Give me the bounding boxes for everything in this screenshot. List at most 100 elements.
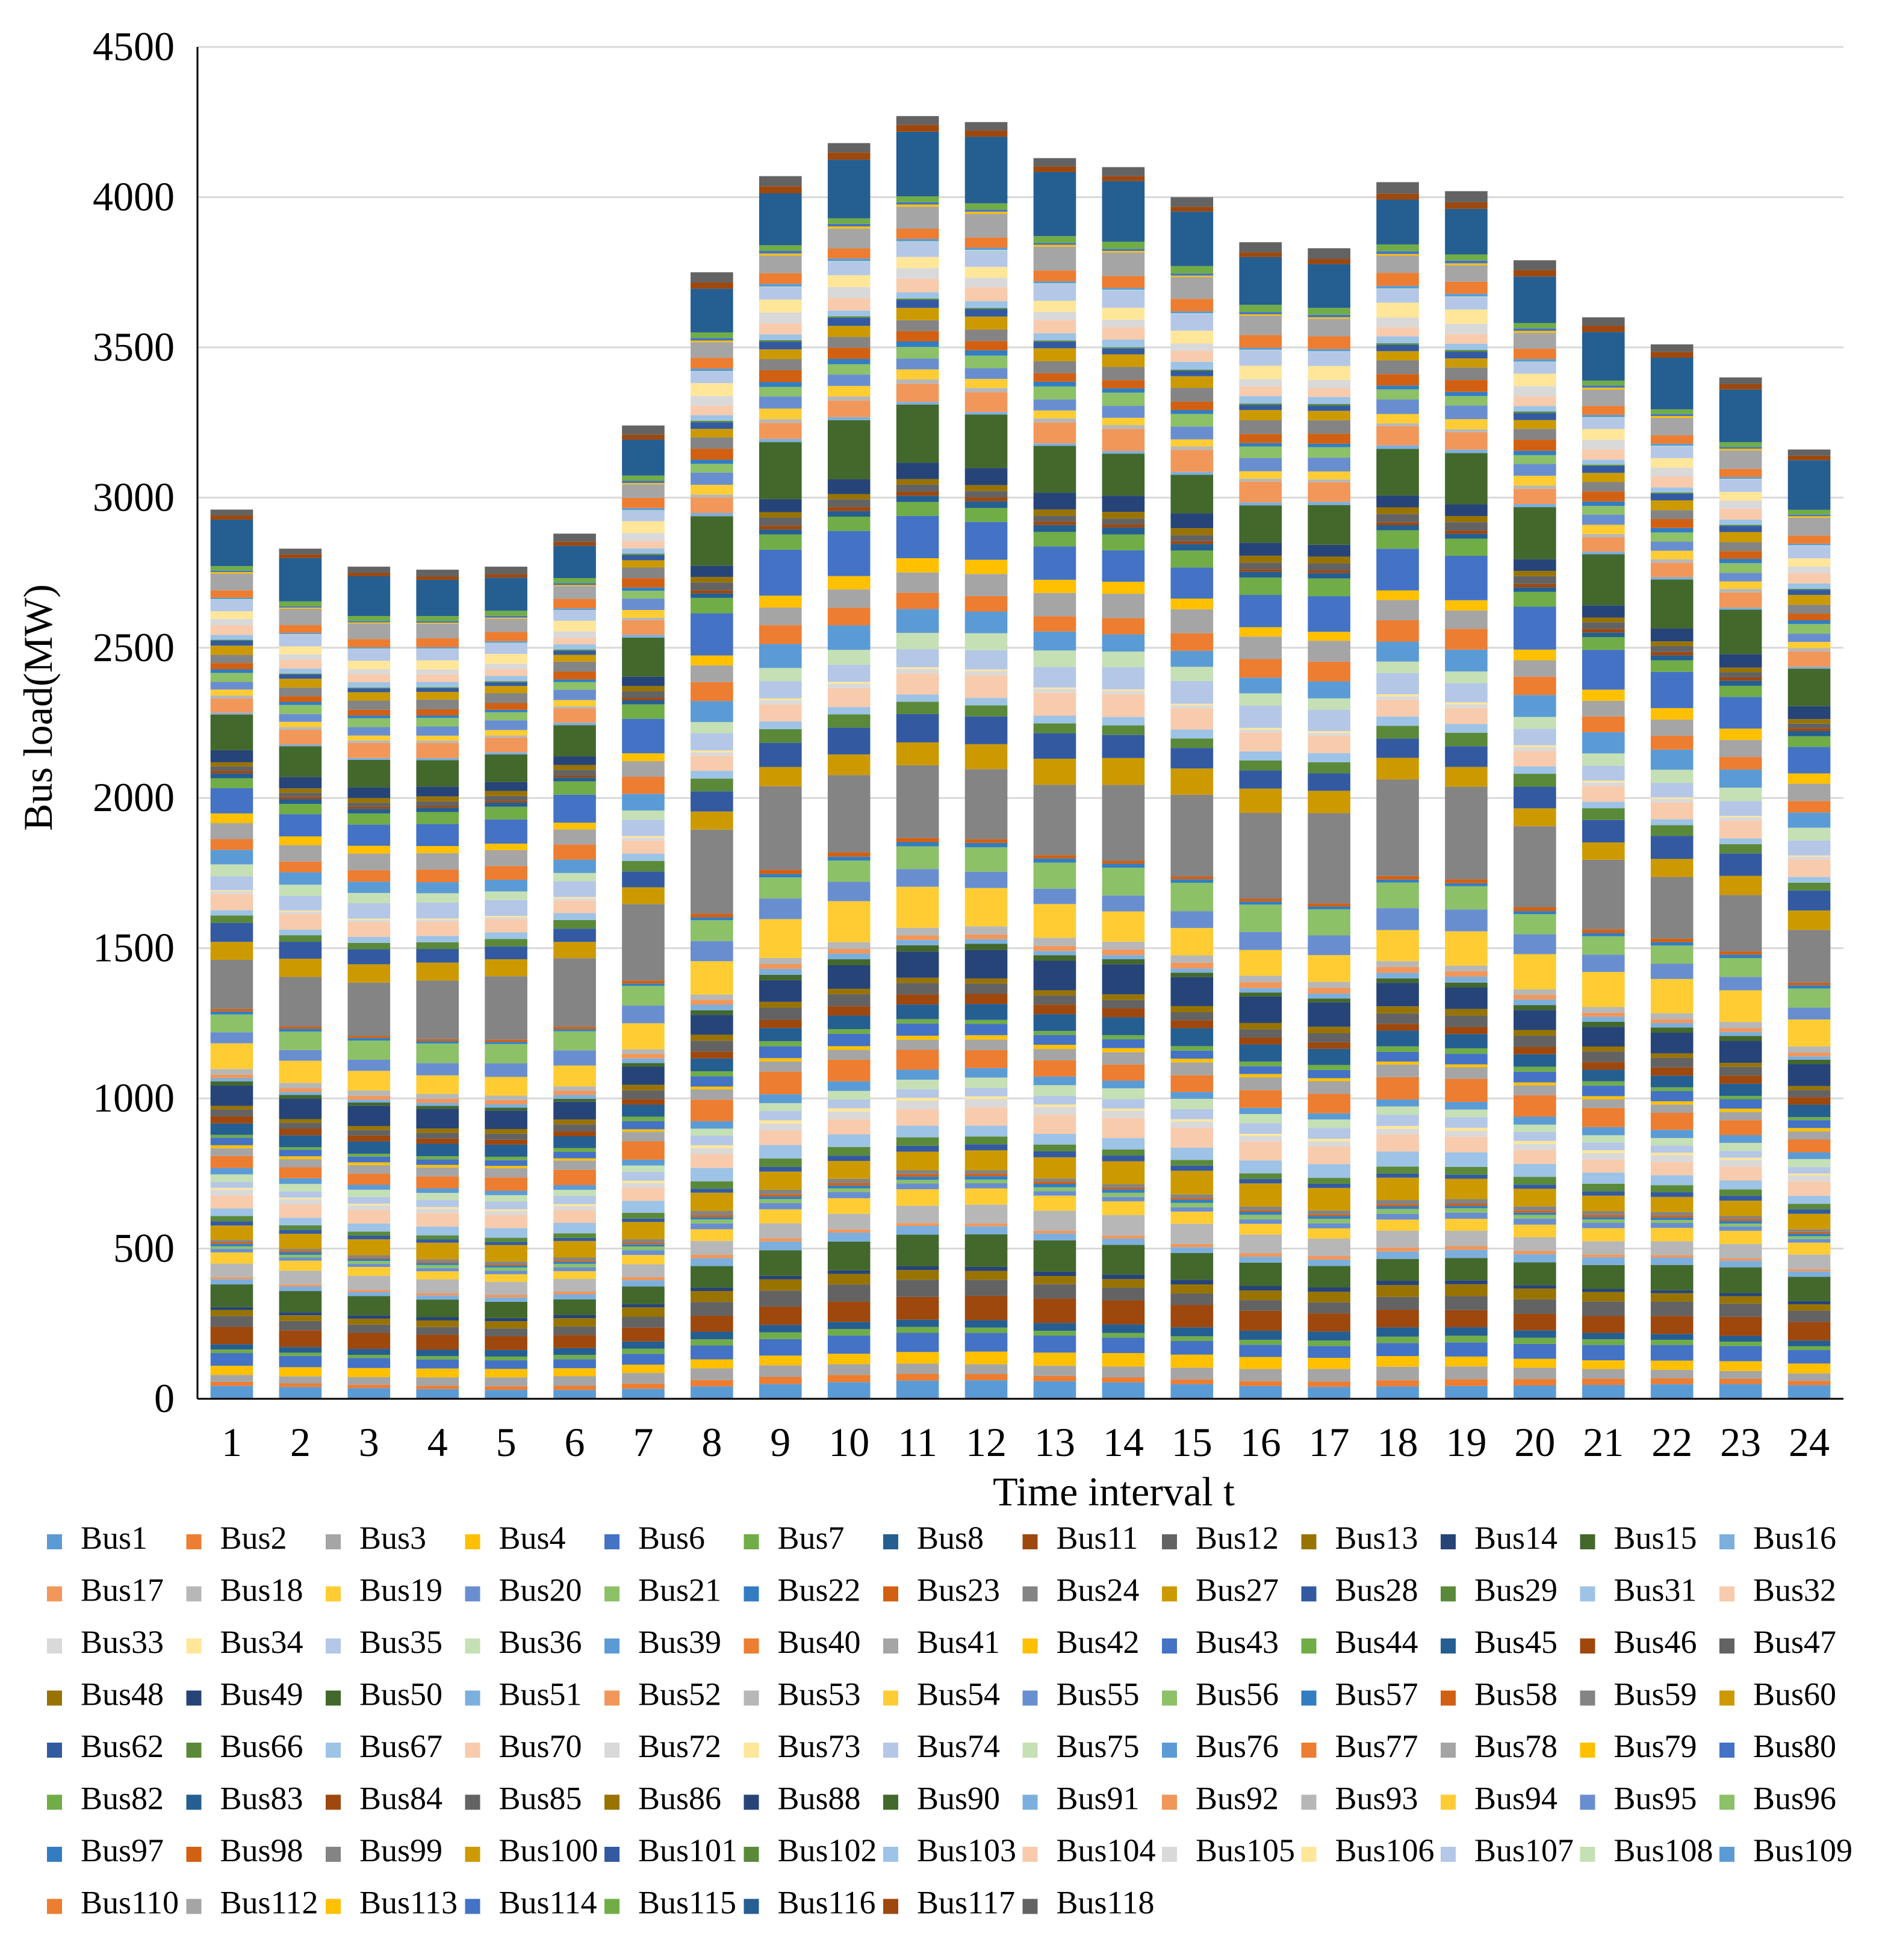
bar-segment-bus44-t20 bbox=[1514, 1066, 1556, 1072]
legend-swatch-bus28 bbox=[1301, 1586, 1317, 1602]
bar-segment-bus117-t16 bbox=[1239, 252, 1282, 257]
bar-segment-bus13-t6 bbox=[553, 1318, 596, 1327]
bar-segment-bus53-t24 bbox=[1787, 1046, 1831, 1053]
bar-segment-bus35-t8 bbox=[691, 1136, 733, 1145]
bar-segment-bus77-t11 bbox=[896, 593, 939, 609]
bar-segment-bus85-t15 bbox=[1170, 535, 1214, 541]
bar-segment-bus100-t16 bbox=[1239, 409, 1282, 420]
bar-segment-bus32-t5 bbox=[485, 1215, 527, 1228]
bar-segment-bus84-t18 bbox=[1376, 522, 1419, 526]
bar-segment-bus95-t24 bbox=[1787, 633, 1831, 642]
bar-segment-bus114-t9 bbox=[759, 250, 802, 254]
bar-segment-bus112-t13 bbox=[1033, 246, 1076, 271]
bar-segment-bus52-t7 bbox=[622, 1054, 665, 1059]
bar-segment-bus114-t20 bbox=[1514, 328, 1556, 331]
bar-segment-bus60-t16 bbox=[1239, 788, 1282, 813]
bar-segment-bus94-t1 bbox=[210, 689, 253, 696]
bar-segment-bus4-t9 bbox=[759, 1355, 802, 1366]
bar-segment-bus112-t4 bbox=[416, 623, 459, 639]
bar-segment-bus3-t1 bbox=[210, 1375, 253, 1382]
bar-segment-bus84-t7 bbox=[622, 698, 665, 701]
legend-label-bus42: Bus42 bbox=[1057, 1624, 1140, 1660]
bar-segment-bus110-t16 bbox=[1239, 335, 1282, 348]
bar-segment-bus27-t4 bbox=[416, 1242, 459, 1260]
bar-segment-bus110-t8 bbox=[691, 358, 733, 369]
bar-segment-bus13-t1 bbox=[210, 1310, 253, 1316]
bar-segment-bus101-t23 bbox=[1719, 526, 1762, 532]
bar-segment-bus24-t15 bbox=[1170, 1194, 1214, 1198]
bar-segment-bus49-t21 bbox=[1582, 1027, 1625, 1047]
bar-segment-bus76-t23 bbox=[1719, 769, 1762, 788]
bar-segment-bus93-t4 bbox=[416, 741, 459, 743]
bar-segment-bus2-t17 bbox=[1308, 1381, 1350, 1387]
bar-segment-bus90-t21 bbox=[1582, 554, 1625, 606]
bar-segment-bus73-t16 bbox=[1239, 727, 1282, 730]
bar-segment-bus84-t20 bbox=[1514, 583, 1556, 588]
bar-segment-bus70-t13 bbox=[1033, 692, 1076, 716]
bar-segment-bus72-t17 bbox=[1308, 733, 1350, 736]
bar-segment-bus40-t2 bbox=[279, 1167, 322, 1178]
bar-segment-bus93-t22 bbox=[1650, 559, 1694, 563]
bar-segment-bus60-t15 bbox=[1170, 768, 1214, 795]
bar-segment-bus60-t20 bbox=[1514, 808, 1556, 827]
bar-segment-bus91-t1 bbox=[210, 712, 253, 715]
bar-segment-bus99-t5 bbox=[485, 693, 527, 703]
bar-segment-bus109-t18 bbox=[1376, 285, 1419, 289]
bar-segment-bus14-t1 bbox=[210, 1307, 253, 1310]
bar-segment-bus21-t18 bbox=[1376, 1209, 1419, 1214]
bar-segment-bus83-t14 bbox=[1102, 527, 1145, 535]
bar-segment-bus39-t1 bbox=[210, 1168, 253, 1175]
legend-label-bus57: Bus57 bbox=[1335, 1676, 1418, 1713]
bar-segment-bus103-t20 bbox=[1514, 406, 1556, 412]
bar-segment-bus40-t20 bbox=[1514, 1095, 1556, 1117]
bar-segment-bus46-t17 bbox=[1308, 1042, 1350, 1049]
bar-segment-bus67-t14 bbox=[1102, 717, 1145, 726]
legend-swatch-bus83 bbox=[186, 1794, 202, 1810]
bar-segment-bus3-t5 bbox=[485, 1377, 527, 1387]
bar-segment-bus100-t4 bbox=[416, 692, 459, 700]
bar-segment-bus97-t8 bbox=[691, 459, 733, 464]
bar-segment-bus93-t3 bbox=[347, 740, 391, 743]
bar-segment-bus80-t5 bbox=[485, 819, 527, 844]
bar-segment-bus3-t8 bbox=[691, 1368, 733, 1380]
bar-segment-bus13-t16 bbox=[1239, 1290, 1282, 1301]
bar-segment-bus60-t4 bbox=[416, 962, 459, 981]
bar-segment-bus109-t10 bbox=[827, 258, 871, 261]
y-tick-label: 500 bbox=[113, 1225, 175, 1271]
bar-segment-bus82-t19 bbox=[1445, 538, 1488, 556]
bar-segment-bus28-t23 bbox=[1719, 1195, 1762, 1201]
bar-segment-bus51-t4 bbox=[416, 1103, 459, 1106]
bar-segment-bus83-t17 bbox=[1308, 573, 1350, 579]
bar-segment-bus11-t15 bbox=[1170, 1305, 1214, 1328]
bar-segment-bus16-t20 bbox=[1514, 1254, 1556, 1263]
bar-segment-bus36-t7 bbox=[622, 1165, 665, 1172]
bar-segment-bus102-t19 bbox=[1445, 350, 1488, 352]
bar-segment-bus98-t18 bbox=[1376, 374, 1419, 386]
bar-segment-bus112-t19 bbox=[1445, 265, 1488, 282]
bar-segment-bus15-t19 bbox=[1445, 1258, 1488, 1281]
bar-segment-bus72-t22 bbox=[1650, 798, 1694, 803]
bar-segment-bus27-t21 bbox=[1582, 1195, 1625, 1212]
bar-segment-bus117-t22 bbox=[1650, 352, 1694, 358]
bar-segment-bus55-t7 bbox=[622, 1006, 665, 1024]
bar-segment-bus115-t18 bbox=[1376, 244, 1419, 252]
bar-segment-bus14-t20 bbox=[1514, 1285, 1556, 1289]
bar-segment-bus104-t6 bbox=[553, 638, 596, 645]
legend-swatch-bus78 bbox=[1441, 1743, 1456, 1758]
bar-segment-bus93-t14 bbox=[1102, 425, 1145, 429]
bar-segment-bus18-t16 bbox=[1239, 1234, 1282, 1254]
bar-segment-bus78-t19 bbox=[1445, 610, 1488, 629]
bar-segment-bus60-t17 bbox=[1308, 791, 1350, 814]
bar-segment-bus74-t18 bbox=[1376, 673, 1419, 695]
bar-segment-bus85-t21 bbox=[1582, 622, 1625, 629]
bar-segment-bus35-t15 bbox=[1170, 1109, 1214, 1119]
bar-segment-bus60-t18 bbox=[1376, 758, 1419, 780]
bar-segment-bus104-t13 bbox=[1033, 320, 1076, 334]
bar-segment-bus24-t20 bbox=[1514, 1206, 1556, 1211]
bar-segment-bus66-t8 bbox=[691, 779, 733, 792]
bar-segment-bus36-t6 bbox=[553, 1189, 596, 1196]
bar-segment-bus31-t10 bbox=[827, 1134, 871, 1147]
bar-segment-bus28-t9 bbox=[759, 1166, 802, 1172]
legend-swatch-bus96 bbox=[1719, 1794, 1734, 1810]
bar-segment-bus77-t10 bbox=[827, 608, 871, 626]
